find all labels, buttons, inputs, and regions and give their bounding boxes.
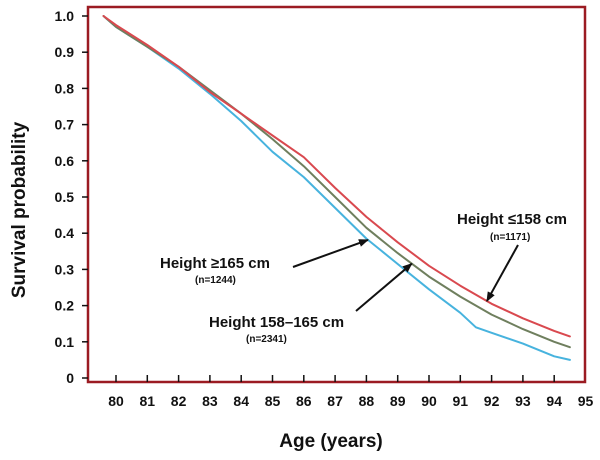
y-tick-label: 0 [66, 370, 74, 386]
annotation-tall-count: (n=1244) [195, 275, 236, 286]
annotation-tall-label: Height ≥165 cm [160, 255, 270, 272]
annotation-short-count: (n=1171) [490, 232, 530, 243]
x-tick-label: 89 [390, 393, 406, 409]
series-line-height-158-or-less [102, 15, 571, 338]
annotation-middle-count: (n=2341) [246, 334, 287, 345]
annotation-arrows [292, 238, 519, 312]
arrow-to-height-165-or-more [292, 238, 369, 268]
x-tick-label: 94 [546, 393, 562, 409]
y-axis-ticks: 0 0.1 0.2 0.3 0.4 0.5 0.6 0.7 0.8 0.9 1.0 [55, 8, 88, 386]
arrow-to-height-158-or-less [486, 244, 519, 302]
x-axis-title: Age (years) [279, 431, 383, 452]
x-tick-label: 88 [359, 393, 375, 409]
x-tick-label: 87 [327, 393, 343, 409]
x-tick-label: 91 [453, 393, 469, 409]
x-tick-label: 95 [578, 393, 594, 409]
x-tick-label: 81 [140, 393, 156, 409]
y-tick-label: 1.0 [55, 8, 75, 24]
y-tick-label: 0.6 [55, 153, 75, 169]
x-axis-ticks: 80 81 82 83 84 85 86 87 88 89 90 91 92 93 94 95 [108, 375, 593, 409]
series-lines [102, 15, 571, 361]
x-tick-label: 90 [421, 393, 437, 409]
y-tick-label: 0.7 [55, 117, 75, 133]
annotation-middle-label: Height 158–165 cm [209, 314, 344, 331]
y-tick-label: 0.9 [55, 44, 75, 60]
y-tick-label: 0.1 [55, 334, 75, 350]
series-line-height-165-or-more [102, 15, 571, 361]
x-tick-label: 80 [108, 393, 124, 409]
y-tick-label: 0.2 [55, 298, 75, 314]
y-tick-label: 0.5 [55, 189, 75, 205]
y-axis-title: Survival probability [9, 121, 30, 298]
annotation-short-label: Height ≤158 cm [457, 211, 567, 228]
x-tick-label: 86 [296, 393, 312, 409]
x-tick-label: 83 [202, 393, 218, 409]
x-tick-label: 92 [484, 393, 500, 409]
arrow-to-height-158-165 [355, 262, 413, 312]
y-tick-label: 0.8 [55, 80, 75, 96]
x-tick-label: 82 [171, 393, 187, 409]
y-tick-label: 0.4 [55, 225, 75, 241]
x-tick-label: 84 [233, 393, 249, 409]
x-tick-label: 93 [515, 393, 531, 409]
y-tick-label: 0.3 [55, 261, 75, 277]
x-tick-label: 85 [265, 393, 281, 409]
